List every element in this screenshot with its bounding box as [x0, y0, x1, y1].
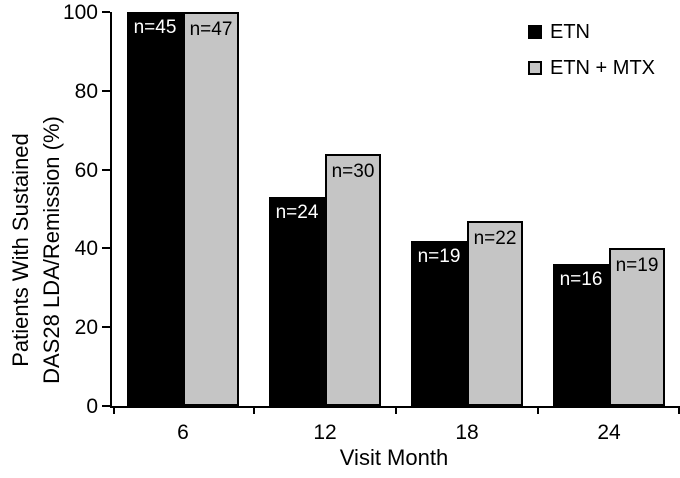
y-tick-mark [102, 168, 110, 171]
legend-item-etn-mtx: ETN + MTX [528, 57, 656, 79]
y-tick-label: 0 [86, 395, 98, 418]
bar-count-label: n=47 [189, 19, 233, 40]
legend-label: ETN [550, 21, 590, 43]
x-tick-mark [537, 406, 539, 414]
bar-etn-month-24: n=16 [553, 264, 609, 406]
y-tick-mark [102, 326, 110, 329]
plot-area: 0 20 40 60 80 100 n=45 n=47 6 n=24 n=30 12 n=19 n=22 1… [63, 2, 680, 443]
y-tick-label: 40 [74, 237, 98, 261]
legend-swatch [528, 25, 542, 39]
x-tick-mark [113, 406, 115, 414]
x-tick-mark [678, 406, 680, 414]
bar-count-label: n=16 [559, 269, 603, 291]
bar-etn-month-6: n=45 [127, 12, 183, 406]
y-tick-label: 100 [62, 1, 98, 24]
bar-etn-mtx-month-12: n=30 [325, 153, 381, 406]
bar-etn-month-12: n=24 [269, 197, 325, 406]
x-tick-mark [253, 406, 255, 414]
bar-count-label: n=19 [615, 255, 659, 277]
bar-count-label: n=22 [473, 227, 517, 249]
bar-count-label: n=19 [417, 245, 461, 267]
y-tick-mark [102, 247, 110, 250]
bar-etn-mtx-month-18: n=22 [467, 220, 523, 406]
bar-etn-mtx-month-6: n=47 [183, 12, 239, 406]
x-axis-title: Visit Month [339, 445, 449, 470]
legend-swatch [528, 61, 542, 75]
legend-label: ETN + MTX [550, 57, 656, 79]
bar-etn-month-18: n=19 [411, 240, 467, 406]
y-tick-mark [102, 11, 110, 13]
bar-count-label: n=45 [133, 17, 177, 38]
x-tick-label: 24 [597, 421, 621, 444]
x-tick-label: 12 [313, 421, 337, 444]
legend-item-etn: ETN [528, 21, 655, 43]
y-tick-label: 60 [74, 158, 98, 182]
y-axis-title-line1: Patients With Sustained [8, 133, 33, 367]
y-tick-label: 20 [74, 316, 98, 340]
x-tick-label: 18 [455, 421, 479, 444]
y-tick-mark [102, 405, 110, 407]
x-tick-label: 6 [177, 421, 189, 444]
bar-count-label: n=24 [275, 202, 319, 224]
bar-etn-mtx-month-24: n=19 [609, 248, 665, 406]
y-tick-label: 80 [74, 79, 98, 103]
legend: ETN ETN + MTX [528, 21, 656, 97]
bar-count-label: n=30 [331, 160, 375, 182]
x-tick-mark [395, 406, 397, 414]
y-tick-mark [102, 89, 110, 92]
